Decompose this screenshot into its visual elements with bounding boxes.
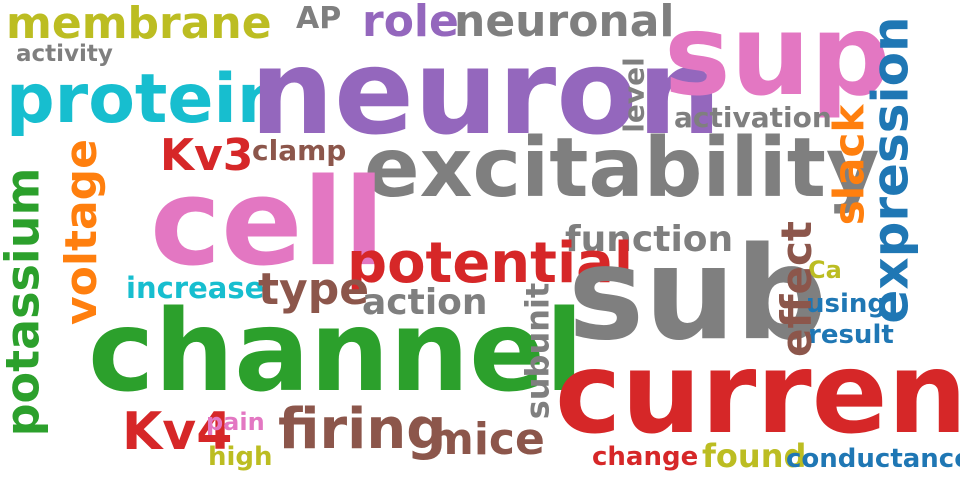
word-clamp: clamp [252, 134, 347, 167]
word-membrane: membrane [6, 0, 272, 49]
word-protein: protein [6, 60, 286, 139]
word-pain: pain [206, 408, 265, 436]
word-firing: firing [278, 397, 447, 462]
word-kv4: Kv4 [122, 402, 233, 462]
word-subunit: subunit [518, 282, 557, 420]
word-potassium: potassium [0, 167, 50, 437]
word-activity: activity [16, 41, 113, 67]
word-mice: mice [428, 414, 545, 465]
word-type: type [258, 264, 370, 315]
word-ap: AP [296, 1, 342, 36]
word-channel: channel [88, 287, 584, 417]
word-excitability: excitability [364, 121, 880, 216]
word-result: result [808, 320, 894, 350]
word-sub: sub [568, 220, 827, 369]
word-role: role [362, 0, 459, 47]
word-level: level [617, 57, 651, 133]
word-increase: increase [126, 271, 265, 305]
word-activation: activation [674, 101, 832, 134]
word-conductance: conductance [786, 444, 960, 474]
word-voltage: voltage [56, 138, 108, 326]
word-ca: Ca [808, 256, 842, 284]
word-slack: slack [824, 104, 874, 226]
word-found: found [702, 437, 807, 475]
word-potential: potential [347, 231, 634, 296]
word-current: current [555, 329, 960, 459]
word-neuronal: neuronal [454, 0, 675, 47]
word-kv3: Kv3 [160, 130, 254, 181]
word-cell: cell [150, 154, 385, 293]
word-sup: sup [664, 0, 891, 121]
word-function: function [565, 219, 734, 260]
word-neuron: neuron [250, 23, 722, 161]
word-high: high [208, 442, 273, 472]
word-effect: effect [771, 221, 821, 357]
word-action: action [362, 282, 488, 323]
word-change: change [592, 442, 699, 472]
word-using: using [806, 289, 887, 319]
